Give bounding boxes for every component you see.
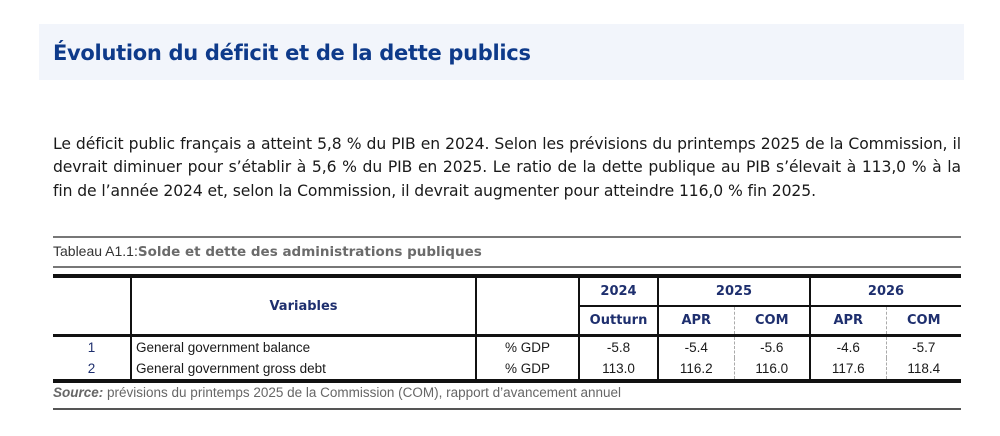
section-title: Évolution du déficit et de la dette publ… [53, 41, 531, 65]
header-year-2025: 2025 [657, 274, 810, 306]
source-label: Source: [53, 385, 104, 400]
table-row: 2 General government gross debt % GDP 11… [53, 358, 961, 383]
header-year-2026: 2026 [809, 274, 961, 306]
row-number: 2 [53, 358, 131, 383]
cell-2024-outturn: 113.0 [578, 358, 658, 383]
header-row-years: Variables 2024 2025 2026 [53, 274, 961, 337]
cell-2024-outturn: -5.8 [578, 335, 658, 358]
cell-2026-apr: 117.6 [809, 358, 886, 383]
row-variable: General government gross debt [130, 358, 476, 383]
table-source-note: Source: prévisions du printemps 2025 de … [53, 385, 621, 400]
header-com-2026: COM [885, 305, 961, 337]
header-variables: Variables [130, 274, 476, 337]
header-year-2024: 2024 [578, 274, 658, 306]
cell-2026-apr: -4.6 [809, 335, 886, 358]
header-com-2025: COM [733, 305, 810, 337]
cell-2026-com: 118.4 [885, 358, 961, 383]
section-title-band: Évolution du déficit et de la dette publ… [39, 24, 964, 80]
cell-2025-com: -5.6 [733, 335, 810, 358]
row-unit: % GDP [475, 358, 579, 383]
row-variable: General government balance [130, 335, 476, 358]
data-table: Variables 2024 2025 2026 Outturn APR COM… [53, 274, 961, 383]
row-number: 1 [87, 340, 96, 355]
header-apr-2026: APR [809, 305, 886, 337]
header-num-blank [53, 274, 131, 337]
source-bottom-rule [53, 408, 961, 410]
source-text: prévisions du printemps 2025 de la Commi… [103, 385, 622, 400]
table-caption: Tableau A1.1:Solde et dette des administ… [53, 243, 482, 260]
table-caption-title: Solde et dette des administrations publi… [137, 244, 482, 260]
table-row: 1 General government balance % GDP -5.8 … [53, 335, 961, 358]
caption-bottom-rule [53, 266, 961, 268]
cell-2025-apr: 116.2 [657, 358, 734, 383]
table-caption-label: Tableau A1.1: [53, 243, 138, 259]
header-outturn: Outturn [578, 305, 658, 337]
cell-2025-com: 116.0 [733, 358, 810, 383]
header-unit-blank [475, 274, 579, 337]
row-unit: % GDP [475, 335, 579, 358]
cell-2026-com: -5.7 [885, 335, 961, 358]
header-apr-2025: APR [657, 305, 734, 337]
intro-paragraph: Le déficit public français a atteint 5,8… [53, 134, 961, 200]
caption-top-rule [53, 236, 961, 238]
cell-2025-apr: -5.4 [657, 335, 734, 358]
header-row-subcolumns: Outturn APR COM APR COM [53, 305, 961, 337]
